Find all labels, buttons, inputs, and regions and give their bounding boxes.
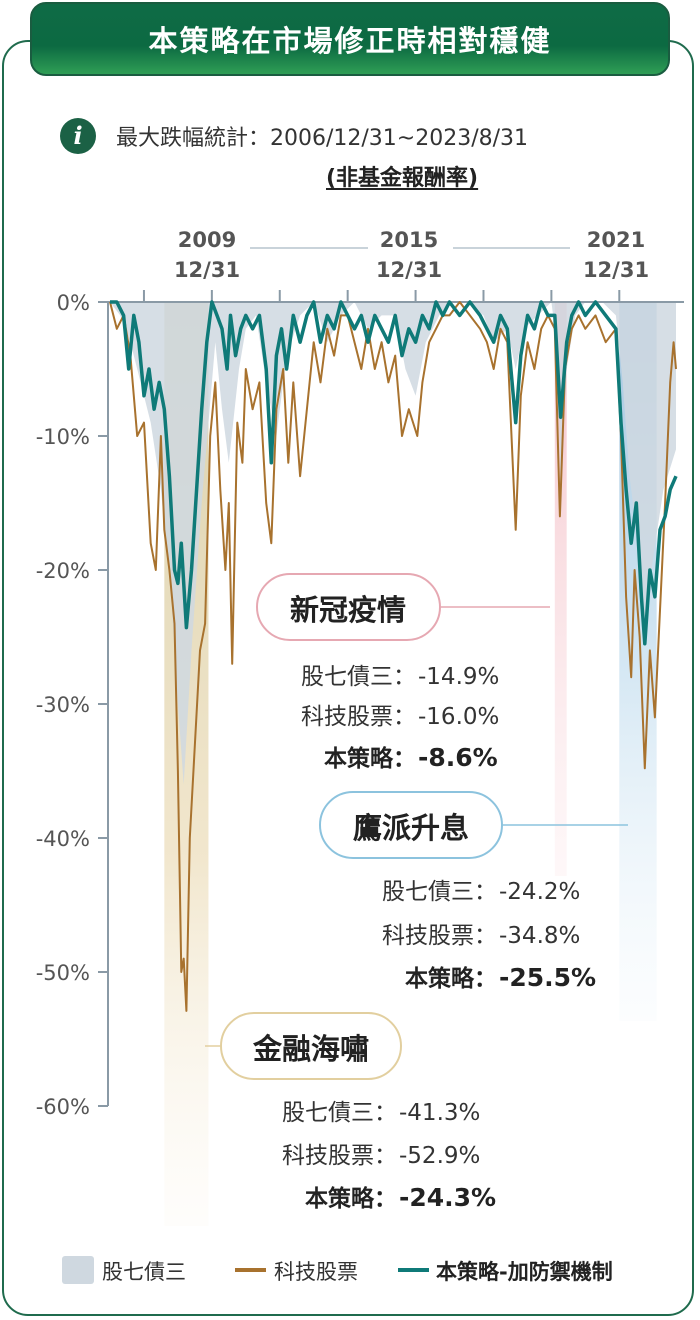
hawk-balanced-value: -24.2%	[499, 879, 580, 905]
gfc-strategy-value: -24.3%	[399, 1183, 496, 1212]
y-tick-label: -20%	[36, 559, 90, 583]
hawk-strategy-label: 本策略：	[405, 965, 497, 992]
covid-tech-label: 科技股票：	[301, 704, 416, 730]
series-lines	[109, 300, 678, 1012]
legend: 股七債三 科技股票 本策略-加防禦機制	[62, 1256, 613, 1284]
legend-balanced-label: 股七債三	[102, 1260, 186, 1284]
hawk-title-pill	[319, 791, 503, 859]
covid-callout: 新冠疫情 股七債三： -14.9% 科技股票： -16.0% 本策略： -8.6…	[256, 573, 499, 772]
top-date-axis: 2009 12/31 2015 12/31 2021 12/31	[174, 228, 649, 282]
balanced-area-layer	[110, 302, 676, 785]
top-axis-year-2009: 2009	[178, 228, 236, 252]
gfc-callout: 金融海嘯 股七債三： -41.3% 科技股票： -52.9% 本策略： -24.…	[220, 1012, 496, 1212]
not-fund-return-note: (非基金報酬率)	[326, 166, 479, 191]
top-axis-year-2021: 2021	[587, 228, 645, 252]
gfc-balanced-label: 股七債三：	[282, 1100, 397, 1126]
y-tick-label: -40%	[36, 827, 90, 851]
legend-tech-label: 科技股票	[274, 1260, 358, 1284]
gfc-balanced-value: -41.3%	[399, 1100, 480, 1126]
stats-period-label: 最大跌幅統計：2006/12/31~2023/8/31	[116, 126, 529, 151]
covid-strategy-label: 本策略：	[324, 745, 416, 772]
chart-card-frame	[2, 40, 694, 1316]
series-area-balanced	[110, 302, 676, 785]
info-icon: i	[60, 118, 96, 154]
covid-balanced-label: 股七債三：	[301, 664, 416, 690]
covid-title: 新冠疫情	[290, 593, 406, 627]
legend-balanced-swatch	[62, 1256, 94, 1284]
top-axis-year-2015: 2015	[380, 228, 438, 252]
covid-strategy-value: -8.6%	[418, 743, 498, 772]
event-band-covid	[554, 303, 567, 876]
y-tick-label: 0%	[57, 291, 90, 315]
y-tick-label: -10%	[36, 425, 90, 449]
x-axis-ticks	[142, 290, 621, 302]
top-axis-date-2021: 12/31	[583, 258, 649, 282]
hawk-callout: 鷹派升息 股七債三： -24.2% 科技股票： -34.8% 本策略： -25.…	[319, 791, 596, 992]
banner-title: 本策略在市場修正時相對穩健	[148, 24, 552, 58]
gfc-title-pill	[220, 1012, 402, 1080]
y-tick-label: -60%	[36, 1095, 90, 1119]
series-line-tech	[109, 301, 677, 1012]
y-tick-label: -50%	[36, 961, 90, 985]
top-axis-date-2009: 12/31	[174, 258, 240, 282]
covid-title-pill	[256, 573, 441, 641]
hawk-tech-value: -34.8%	[499, 923, 580, 949]
gfc-tech-label: 科技股票：	[282, 1143, 397, 1169]
y-tick-label: -30%	[36, 693, 90, 717]
gfc-tech-value: -52.9%	[399, 1143, 480, 1169]
gfc-title: 金融海嘯	[252, 1032, 369, 1066]
hawk-title: 鷹派升息	[353, 811, 469, 845]
gfc-strategy-label: 本策略：	[305, 1185, 397, 1212]
top-axis-date-2015: 12/31	[376, 258, 442, 282]
covid-tech-value: -16.0%	[418, 704, 499, 730]
legend-strategy-label: 本策略-加防禦機制	[436, 1260, 613, 1284]
y-axis-ticks: 0% -10% -20% -30% -40% -50% -60%	[36, 291, 108, 1119]
hawk-strategy-value: -25.5%	[499, 963, 596, 992]
callout-connectors	[205, 606, 628, 1047]
title-banner: 本策略在市場修正時相對穩健	[30, 2, 670, 76]
covid-balanced-value: -14.9%	[418, 664, 499, 690]
hawk-balanced-label: 股七債三：	[382, 879, 497, 905]
series-line-strategy	[110, 300, 678, 646]
hawk-tech-label: 科技股票：	[382, 923, 497, 949]
